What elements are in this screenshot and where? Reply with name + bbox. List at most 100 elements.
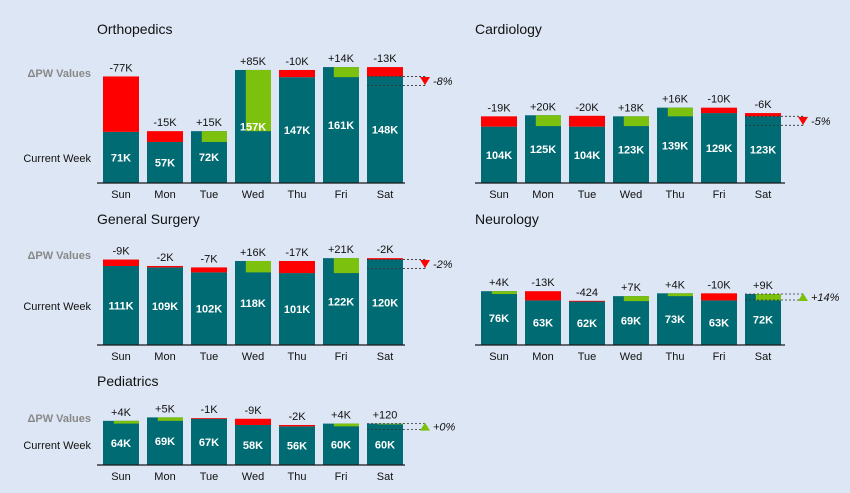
current-week-bar — [235, 260, 271, 345]
delta-increase-bar — [333, 423, 359, 427]
delta-label: +4K — [331, 410, 352, 422]
delta-label: +16K — [662, 94, 689, 106]
delta-label: -10K — [707, 279, 731, 291]
total-variance-label: -5% — [811, 116, 831, 128]
value-label: 129K — [706, 143, 732, 155]
current-week-bar — [367, 423, 403, 465]
value-label: 148K — [372, 125, 398, 137]
category-label: Sat — [377, 471, 394, 483]
category-label: Wed — [242, 351, 264, 363]
delta-label: -13K — [373, 53, 397, 65]
delta-increase-bar — [377, 423, 403, 425]
category-label: Tue — [578, 351, 597, 363]
value-label: 157K — [240, 121, 266, 133]
delta-label: -10K — [707, 94, 731, 106]
current-week-bar — [745, 116, 781, 183]
value-label: 120K — [372, 297, 398, 309]
current-week-bar — [481, 291, 517, 345]
value-label: 56K — [287, 441, 307, 453]
delta-label: +21K — [328, 244, 355, 256]
value-label: 69K — [621, 316, 641, 328]
current-week-bar — [235, 424, 271, 465]
category-label: Fri — [713, 351, 726, 363]
delta-decrease-bar — [191, 267, 227, 273]
category-label: Mon — [154, 189, 175, 201]
category-label: Sat — [755, 351, 772, 363]
delta-increase-bar — [245, 69, 271, 132]
current-week-bar — [191, 418, 227, 465]
value-label: 58K — [243, 440, 263, 452]
current-week-bar — [103, 265, 139, 345]
value-label: 57K — [155, 157, 175, 169]
delta-label: +7K — [621, 282, 642, 294]
delta-increase-bar — [245, 260, 271, 273]
value-label: 102K — [196, 304, 222, 316]
delta-label: -7K — [200, 253, 218, 265]
category-label: Mon — [154, 471, 175, 483]
delta-label: -10K — [285, 56, 309, 68]
category-label: Sun — [111, 189, 131, 201]
chart-panel-general-surgery: General Surgery ΔPW Values Current Week -9K… — [23, 211, 452, 363]
category-label: Wed — [620, 189, 642, 201]
category-label: Wed — [242, 471, 264, 483]
delta-label: -15K — [153, 117, 177, 129]
category-label: Fri — [335, 351, 348, 363]
delta-decrease-bar — [103, 259, 139, 266]
delta-label: -77K — [109, 62, 133, 74]
value-label: 104K — [486, 150, 512, 162]
delta-decrease-bar — [569, 115, 605, 127]
delta-label: +16K — [240, 247, 267, 259]
delta-label: +4K — [489, 277, 510, 289]
row-label-delta: ΔPW Values — [27, 68, 91, 80]
current-week-bar — [147, 141, 183, 183]
delta-label: +18K — [618, 102, 645, 114]
delta-label: +15K — [196, 117, 223, 129]
delta-label: -6K — [754, 99, 772, 111]
delta-decrease-bar — [569, 300, 605, 302]
category-label: Sat — [377, 189, 394, 201]
current-week-bar — [147, 417, 183, 465]
delta-decrease-bar — [525, 291, 561, 301]
total-variance-label: -2% — [433, 259, 453, 271]
delta-increase-bar — [333, 67, 359, 78]
current-week-bar — [481, 126, 517, 183]
chart-title: Orthopedics — [97, 21, 172, 37]
current-week-bar — [367, 259, 403, 345]
delta-label: +5K — [155, 403, 176, 415]
current-week-bar — [103, 131, 139, 183]
value-label: 69K — [155, 436, 175, 448]
row-label-delta: ΔPW Values — [27, 250, 91, 262]
value-label: 64K — [111, 438, 131, 450]
delta-label: +4K — [111, 407, 132, 419]
category-label: Sun — [489, 351, 509, 363]
delta-increase-bar — [667, 293, 693, 297]
delta-label: +9K — [753, 280, 774, 292]
delta-decrease-bar — [481, 116, 517, 127]
value-label: 109K — [152, 301, 178, 313]
delta-increase-bar — [113, 420, 139, 424]
value-label: 125K — [530, 144, 556, 156]
delta-decrease-bar — [367, 258, 403, 260]
current-week-bar — [745, 294, 781, 345]
category-label: Wed — [242, 189, 264, 201]
category-label: Tue — [200, 471, 219, 483]
triangle-down-icon — [420, 76, 430, 85]
delta-label: -2K — [156, 252, 174, 264]
triangle-up-icon — [420, 422, 430, 431]
value-label: 62K — [577, 318, 597, 330]
delta-label: -13K — [531, 277, 555, 289]
category-label: Fri — [713, 189, 726, 201]
value-label: 111K — [108, 300, 133, 312]
delta-decrease-bar — [279, 260, 315, 274]
delta-label: -9K — [244, 405, 262, 417]
delta-label: -2K — [288, 411, 306, 423]
category-label: Fri — [335, 471, 348, 483]
delta-label: -9K — [112, 246, 130, 258]
delta-increase-bar — [157, 417, 183, 421]
category-label: Wed — [620, 351, 642, 363]
delta-label: -1K — [200, 404, 218, 416]
chart-title: General Surgery — [97, 211, 200, 227]
category-label: Tue — [200, 351, 219, 363]
current-week-bar — [191, 272, 227, 345]
delta-decrease-bar — [701, 293, 737, 301]
